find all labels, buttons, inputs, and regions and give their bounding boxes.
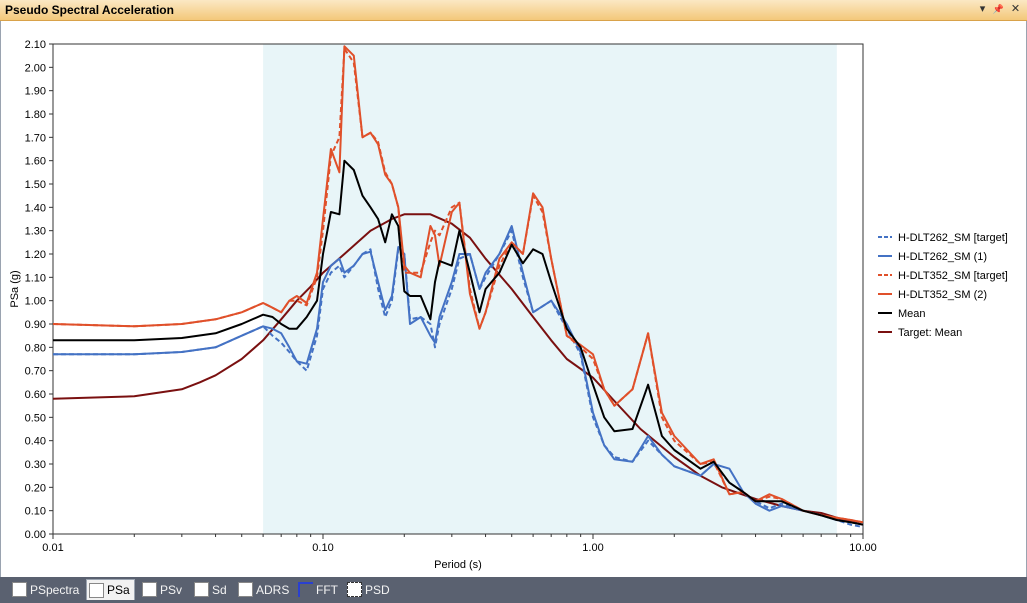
x-tick-label: 0.01 bbox=[42, 542, 63, 554]
y-tick-label: 0.80 bbox=[25, 342, 46, 354]
tab-fft[interactable]: FFT bbox=[296, 579, 342, 600]
series-line-4 bbox=[53, 159, 864, 526]
x-tick-label: 1.00 bbox=[582, 542, 603, 554]
tab-psv[interactable]: PSv bbox=[140, 579, 186, 600]
psa-icon bbox=[89, 582, 104, 598]
chart-svg: 0.00 0.10 0.20 0.30 0.40 0.50 0.60 0.70 0.80 0.90… bbox=[9, 39, 1008, 571]
legend-label: H-DLT262_SM [target] bbox=[898, 232, 1008, 244]
y-tick-label: 0.70 bbox=[25, 366, 46, 378]
y-tick-label: 0.20 bbox=[25, 482, 46, 494]
tab-sd[interactable]: Sd bbox=[192, 579, 231, 600]
tab-label: PSv bbox=[160, 582, 183, 597]
y-tick-label: 0.60 bbox=[25, 389, 46, 401]
legend-label: H-DLT262_SM (1) bbox=[898, 251, 987, 263]
adrs-icon bbox=[238, 582, 253, 597]
fft-icon bbox=[298, 582, 313, 597]
y-tick-label: 0.00 bbox=[25, 529, 46, 541]
legend-label: Target: Mean bbox=[898, 327, 962, 339]
y-tick-label: 1.50 bbox=[25, 179, 46, 191]
legend-label: Mean bbox=[898, 308, 926, 320]
y-tick-label: 1.00 bbox=[25, 296, 46, 308]
y-tick-label: 2.00 bbox=[25, 62, 46, 74]
tab-bar: PSpectra PSa PSv Sd ADRS FFT PSD bbox=[0, 577, 1027, 603]
x-tick-label: 10.00 bbox=[849, 542, 877, 554]
window-titlebar: Pseudo Spectral Acceleration ▾ 📌 ✕ bbox=[0, 0, 1027, 21]
close-icon[interactable]: ✕ bbox=[1010, 3, 1021, 15]
psv-icon bbox=[142, 582, 157, 597]
y-tick-label: 0.30 bbox=[25, 459, 46, 471]
series-line-3 bbox=[52, 45, 864, 524]
y-tick-label: 0.90 bbox=[25, 319, 46, 331]
legend-label: H-DLT352_SM (2) bbox=[898, 289, 987, 301]
y-tick-label: 1.90 bbox=[25, 86, 46, 98]
tab-psd[interactable]: PSD bbox=[345, 579, 394, 600]
y-tick-label: 2.10 bbox=[25, 39, 46, 51]
x-tick-label: 0.10 bbox=[312, 542, 333, 554]
y-tick-label: 1.80 bbox=[25, 109, 46, 121]
y-tick-label: 0.50 bbox=[25, 412, 46, 424]
tab-label: FFT bbox=[316, 582, 338, 597]
y-tick-label: 1.20 bbox=[25, 249, 46, 261]
y-tick-label: 1.60 bbox=[25, 156, 46, 168]
tab-label: PSa bbox=[107, 583, 130, 597]
legend-label: H-DLT352_SM [target] bbox=[898, 270, 1008, 282]
x-axis-label: Period (s) bbox=[434, 559, 482, 571]
tab-label: PSpectra bbox=[30, 582, 80, 597]
spectra-icon bbox=[12, 582, 27, 597]
window-title: Pseudo Spectral Acceleration bbox=[5, 3, 174, 17]
y-tick-label: 0.40 bbox=[25, 436, 46, 448]
sd-icon bbox=[194, 582, 209, 597]
dropdown-icon[interactable]: ▾ bbox=[979, 3, 986, 15]
plot-area-border bbox=[52, 43, 864, 535]
y-tick-label: 1.30 bbox=[25, 226, 46, 238]
tab-psa[interactable]: PSa bbox=[86, 579, 135, 600]
pin-icon[interactable]: 📌 bbox=[992, 4, 1005, 14]
series-line-5 bbox=[52, 213, 864, 526]
y-tick-label: 1.70 bbox=[25, 132, 46, 144]
tab-label: ADRS bbox=[256, 582, 290, 597]
y-tick-label: 0.10 bbox=[25, 506, 46, 518]
y-tick-label: 1.40 bbox=[25, 202, 46, 214]
shaded-range-band bbox=[263, 44, 837, 534]
y-axis-label: PSa (g) bbox=[9, 270, 21, 307]
tab-pspectra[interactable]: PSpectra bbox=[10, 579, 83, 600]
tab-label: PSD bbox=[365, 582, 390, 597]
y-tick-label: 1.10 bbox=[25, 272, 46, 284]
tab-adrs[interactable]: ADRS bbox=[236, 579, 293, 600]
tab-label: Sd bbox=[212, 582, 227, 597]
psd-icon bbox=[347, 582, 362, 597]
chart-panel: 0.00 0.10 0.20 0.30 0.40 0.50 0.60 0.70 0.80 0.90… bbox=[0, 21, 1027, 577]
